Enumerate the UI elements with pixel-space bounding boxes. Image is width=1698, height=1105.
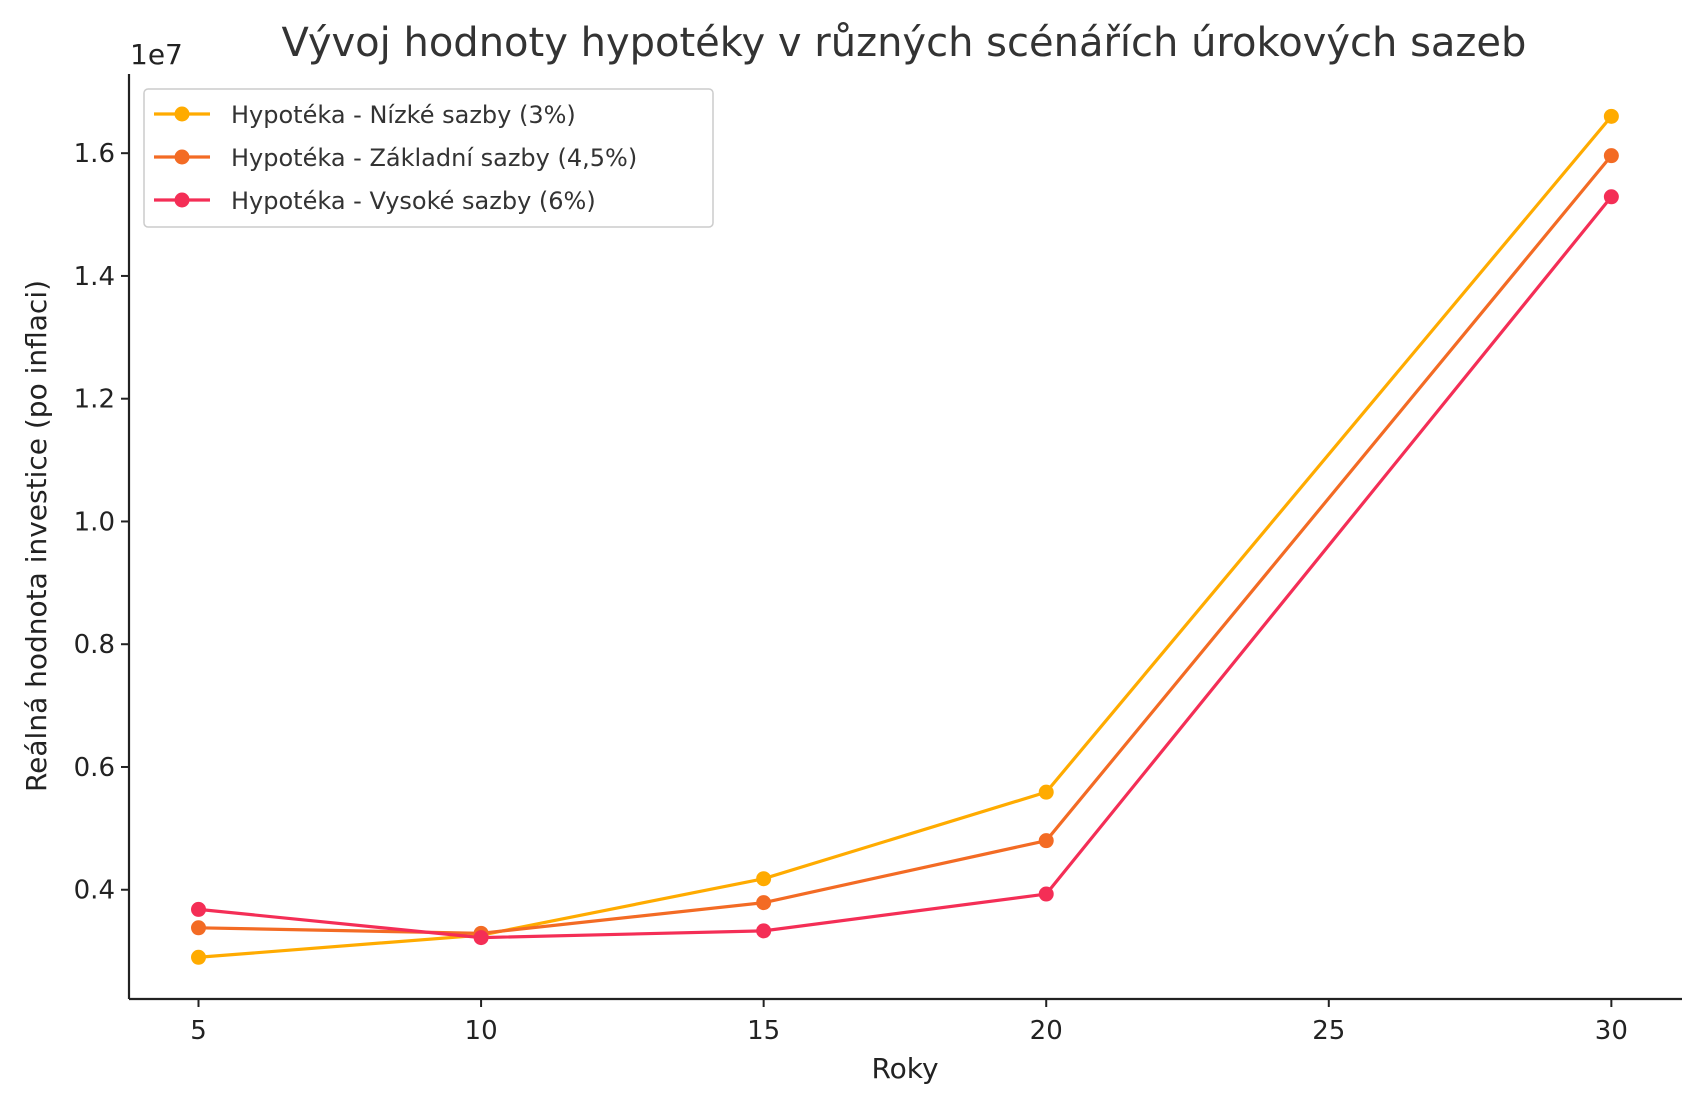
data-point — [1603, 148, 1619, 164]
legend-marker — [174, 149, 190, 165]
data-point — [1038, 784, 1054, 800]
legend-marker — [174, 192, 190, 208]
legend-marker — [174, 106, 190, 122]
y-tick-label: 1.4 — [74, 262, 115, 292]
legend-label: Hypotéka - Základní sazby (4,5%) — [231, 144, 637, 172]
x-tick-label: 10 — [465, 1016, 498, 1046]
x-tick-label: 15 — [747, 1016, 780, 1046]
y-tick-label: 1.0 — [74, 507, 115, 537]
y-tick-label: 0.8 — [74, 630, 115, 660]
legend-label: Hypotéka - Nízké sazby (3%) — [231, 101, 576, 129]
series-0 — [191, 108, 1619, 965]
y-tick-label: 0.4 — [74, 876, 115, 906]
series-line — [198, 195, 1613, 940]
data-point — [473, 930, 489, 946]
legend: Hypotéka - Nízké sazby (3%) Hypotéka - Zá… — [143, 88, 714, 228]
series-line — [198, 115, 1613, 959]
series-1 — [191, 148, 1619, 941]
x-tick-label: 30 — [1595, 1016, 1628, 1046]
data-point — [191, 901, 207, 917]
data-point — [1038, 886, 1054, 902]
data-point — [756, 871, 772, 887]
x-tick-label: 25 — [1312, 1016, 1345, 1046]
x-tick-label: 5 — [190, 1016, 207, 1046]
data-point — [1603, 189, 1619, 205]
series-2 — [191, 189, 1619, 946]
y-tick-label: 0.6 — [74, 753, 115, 783]
series-line — [198, 154, 1613, 935]
chart-title: Vývoj hodnoty hypotéky v různých scénáří… — [282, 20, 1527, 66]
legend-box — [143, 88, 714, 228]
data-point — [191, 920, 207, 936]
x-axis-label: Roky — [871, 1052, 938, 1085]
x-tick-label: 20 — [1030, 1016, 1063, 1046]
data-point — [1038, 833, 1054, 849]
legend-label: Hypotéka - Vysoké sazby (6%) — [231, 187, 596, 215]
y-offset-label: 1e7 — [130, 38, 183, 71]
data-point — [756, 923, 772, 939]
y-tick-label: 1.6 — [74, 139, 115, 169]
y-axis-label: Reálná hodnota investice (po inflaci) — [20, 280, 53, 792]
data-point — [1603, 108, 1619, 124]
data-point — [191, 949, 207, 965]
y-tick-label: 1.2 — [74, 385, 115, 415]
data-point — [756, 895, 772, 911]
